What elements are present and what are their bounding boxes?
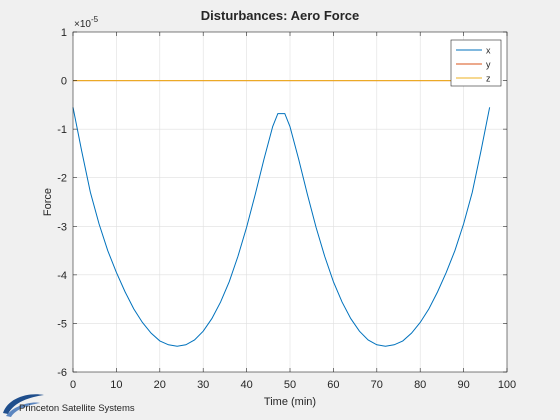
y-tick-label: -2 [57, 173, 67, 185]
x-tick-label: 50 [284, 379, 296, 391]
legend-label-z: z [486, 74, 491, 84]
x-tick-label: 20 [154, 379, 166, 391]
logo-text: Princeton Satellite Systems [19, 403, 135, 414]
x-tick-label: 60 [327, 379, 339, 391]
y-axis-label: Force [42, 188, 54, 216]
x-tick-label: 70 [371, 379, 383, 391]
x-tick-label: 80 [414, 379, 426, 391]
y-tick-label: -3 [57, 221, 67, 233]
x-tick-label: 0 [70, 379, 76, 391]
legend-label-y: y [486, 60, 491, 70]
ticks: 0 10 20 30 40 50 60 70 80 90 100 -6 -5 -4 -3 -2 -1 0 1 [57, 27, 516, 391]
y-exponent-label: ×10-5 [74, 15, 99, 30]
y-tick-label: -1 [57, 124, 67, 136]
psslogo: Princeton Satellite Systems [3, 394, 135, 417]
y-exponent-power: -5 [91, 15, 99, 24]
y-tick-label: -6 [57, 367, 67, 379]
legend-label-x: x [486, 46, 491, 56]
y-tick-label: -5 [57, 318, 67, 330]
x-tick-label: 10 [110, 379, 122, 391]
logo-swoosh-icon [6, 402, 40, 417]
logo-swoosh-icon [3, 394, 44, 414]
series-line-x [72, 107, 491, 347]
y-tick-label: 1 [61, 27, 67, 39]
series-layer [72, 80, 491, 347]
chart-title: Disturbances: Aero Force [201, 8, 359, 23]
legend: xyz [450, 39, 502, 87]
y-exponent-base: ×10 [74, 19, 91, 30]
x-axis-label: Time (min) [264, 396, 316, 408]
x-tick-label: 90 [457, 379, 469, 391]
x-tick-label: 30 [197, 379, 209, 391]
x-tick-label: 100 [498, 379, 516, 391]
x-tick-label: 40 [240, 379, 252, 391]
y-tick-label: 0 [61, 76, 67, 88]
legend-box [450, 39, 502, 87]
y-tick-label: -4 [57, 270, 67, 282]
